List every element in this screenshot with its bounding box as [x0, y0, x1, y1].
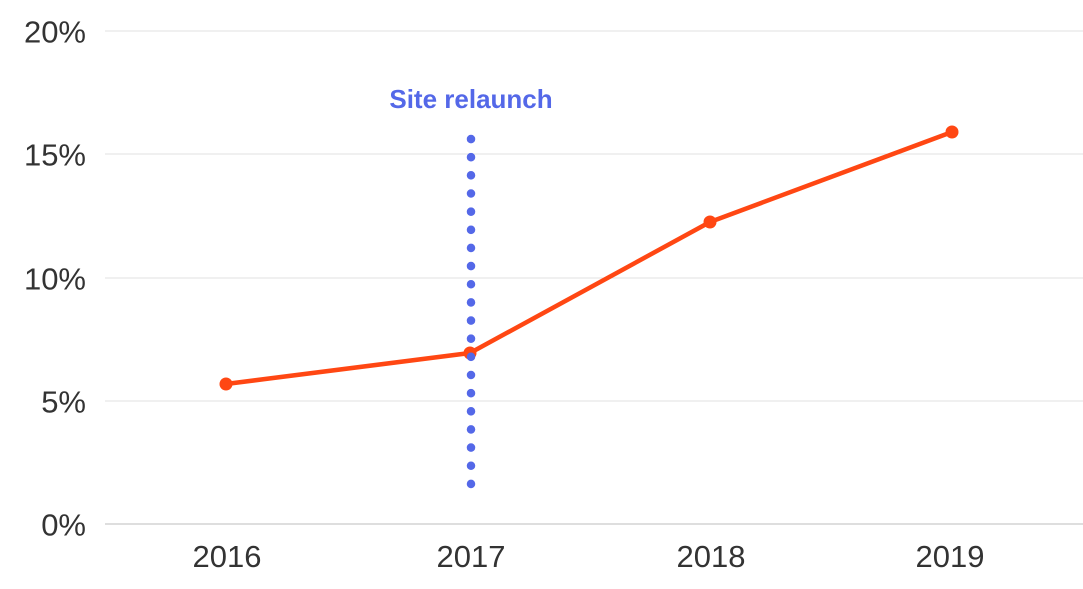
svg-text:Site relaunch: Site relaunch — [389, 84, 552, 114]
svg-text:2018: 2018 — [677, 539, 746, 574]
svg-text:0%: 0% — [41, 508, 86, 543]
svg-text:5%: 5% — [41, 385, 86, 420]
svg-text:15%: 15% — [24, 138, 86, 173]
svg-text:2019: 2019 — [916, 539, 985, 574]
svg-text:20%: 20% — [24, 15, 86, 50]
svg-text:2016: 2016 — [193, 539, 262, 574]
svg-text:10%: 10% — [24, 262, 86, 297]
svg-text:2017: 2017 — [437, 539, 506, 574]
